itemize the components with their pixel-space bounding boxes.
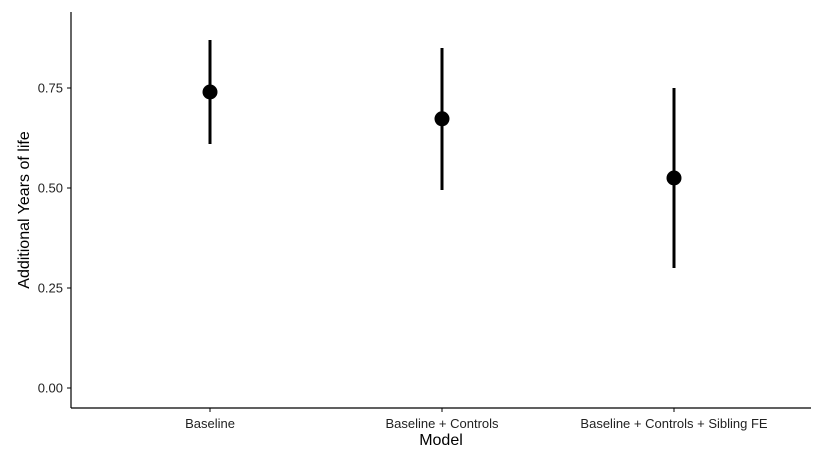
y-tick-label: 0.75 [38,81,63,96]
y-axis-title: Additional Years of life [16,131,33,289]
x-tick-label: Baseline + Controls [385,416,499,431]
estimate-point [434,111,450,127]
x-tick-label: Baseline + Controls + Sibling FE [580,416,767,431]
y-axis-ticks: 0.00 0.25 0.50 0.75 [38,81,71,396]
estimate-point [202,84,218,100]
x-tick-label: Baseline [185,416,235,431]
plot-marks [202,40,682,268]
y-tick-label: 0.00 [38,381,63,396]
estimate-point [666,170,682,186]
x-axis-ticks: Baseline Baseline + Controls Baseline + Co… [185,408,768,431]
y-tick-label: 0.50 [38,181,63,196]
y-tick-label: 0.25 [38,281,63,296]
x-axis-title: Model [419,432,463,449]
